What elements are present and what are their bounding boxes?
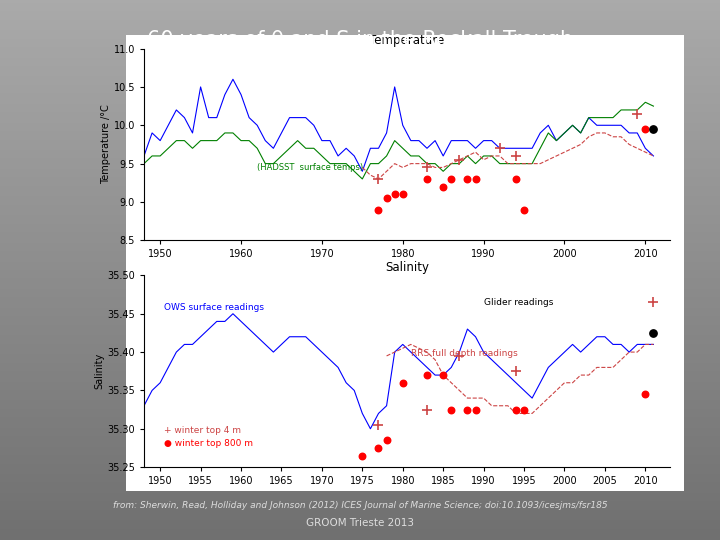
Point [373, 205, 384, 214]
Point [510, 367, 522, 375]
Point [438, 371, 449, 380]
Point [454, 156, 465, 164]
Point [373, 421, 384, 429]
Text: 60 years of θ and S in the Rockall Trough: 60 years of θ and S in the Rockall Troug… [147, 30, 573, 50]
Point [397, 379, 408, 387]
Y-axis label: Temperature /°C: Temperature /°C [101, 105, 111, 184]
Point [381, 194, 392, 202]
Point [510, 405, 522, 414]
Point [421, 174, 433, 183]
Text: from: Sherwin, Read, Holliday and Johnson (2012) ICES Journal of Marine Science;: from: Sherwin, Read, Holliday and Johnso… [113, 501, 607, 510]
Point [397, 190, 408, 199]
Text: GROOM Trieste 2013: GROOM Trieste 2013 [306, 518, 414, 528]
Point [462, 174, 473, 183]
Point [356, 451, 368, 460]
Point [469, 174, 481, 183]
Point [631, 110, 643, 118]
Point [639, 390, 651, 399]
Point [510, 174, 522, 183]
Text: ● winter top 800 m: ● winter top 800 m [164, 438, 253, 448]
Point [518, 405, 530, 414]
Point [454, 352, 465, 360]
Point [648, 328, 660, 337]
Point [438, 183, 449, 191]
Point [518, 205, 530, 214]
Point [373, 443, 384, 452]
Text: (HADSST  surface temps): (HADSST surface temps) [257, 163, 364, 172]
Point [421, 371, 433, 380]
Text: Glider readings: Glider readings [484, 298, 553, 307]
Point [446, 405, 457, 414]
Text: + winter top 4 m: + winter top 4 m [164, 426, 241, 435]
Point [381, 436, 392, 444]
Point [648, 125, 660, 133]
Point [469, 405, 481, 414]
Point [648, 298, 660, 307]
Point [373, 174, 384, 183]
Point [462, 405, 473, 414]
Text: OWS surface readings: OWS surface readings [164, 303, 264, 312]
Point [639, 125, 651, 133]
Title: Salinity: Salinity [384, 261, 429, 274]
Y-axis label: Salinity: Salinity [94, 353, 104, 389]
Text: RRS full depth readings: RRS full depth readings [411, 349, 518, 358]
Point [421, 163, 433, 172]
Point [510, 152, 522, 160]
Title: Temperature: Temperature [369, 35, 444, 48]
Point [389, 190, 400, 199]
Point [494, 144, 505, 153]
Point [421, 405, 433, 414]
Point [446, 174, 457, 183]
